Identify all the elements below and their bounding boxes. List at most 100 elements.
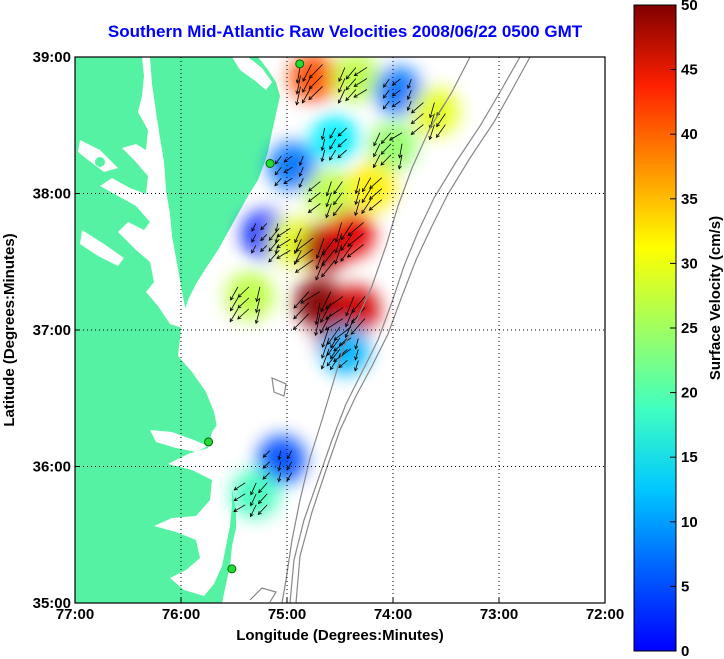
velocity-arrow [307, 203, 321, 214]
island [120, 314, 132, 326]
velocity-arrow [325, 307, 344, 320]
velocity-arrow [250, 493, 257, 507]
velocity-arrow [308, 181, 321, 192]
velocity-arrow [354, 349, 359, 361]
y-axis-label: Latitude (Degrees:Minutes) [1, 233, 18, 426]
velocity-arrow [428, 124, 435, 141]
velocity-arrow [298, 167, 304, 178]
velocity-arrow [389, 132, 403, 141]
velocity-arrow [257, 493, 268, 505]
velocity-arrow [354, 360, 359, 372]
velocity-arrow [293, 302, 310, 320]
velocity-arrow [383, 78, 390, 88]
velocity-arrow [298, 178, 304, 188]
y-axis-ticks: 39:00 38:00 37:00 36:00 35:00 [33, 49, 80, 612]
velocity-arrow [330, 349, 337, 360]
velocity-arrow [345, 78, 357, 91]
velocity-arrow [292, 313, 310, 331]
velocity-arrow [283, 166, 293, 174]
velocity-arrow [334, 222, 342, 243]
y-tick-label: 37:00 [33, 322, 71, 339]
pamlico-sound [154, 418, 232, 596]
velocity-arrow [345, 307, 355, 328]
bathymetry-contours [249, 57, 531, 603]
velocity-arrow [406, 89, 412, 101]
velocity-arrow [325, 192, 332, 208]
x-tick-label: 75:00 [268, 606, 306, 623]
velocity-vectors [229, 64, 446, 518]
velocity-arrow [321, 337, 330, 359]
velocity-arrow [397, 154, 403, 170]
velocity-arrow [406, 100, 412, 112]
x-axis-ticks: 77:00 76:00 75:00 74:00 73:00 72:00 [56, 598, 624, 623]
velocity-cell [310, 114, 359, 163]
velocity-arrow [345, 89, 357, 102]
velocity-arrow [380, 132, 392, 144]
velocity-arrow [329, 149, 337, 161]
map-grid [75, 57, 605, 603]
velocity-arrow [353, 78, 368, 87]
velocity-arrow [295, 86, 301, 106]
velocity-arrow [320, 291, 332, 313]
velocity-arrow [254, 308, 261, 325]
velocity-arrow [337, 127, 347, 137]
velocity-arrow [334, 244, 342, 265]
velocity-arrow [435, 124, 446, 139]
velocity-cell [331, 57, 380, 102]
velocity-arrow [277, 450, 282, 461]
velocity-arrow [320, 138, 326, 152]
velocity-arrow [361, 188, 372, 204]
velocity-arrow [262, 450, 270, 458]
velocity-arrow [346, 244, 364, 258]
velocity-arrow [294, 259, 314, 273]
velocity-arrow [283, 177, 293, 185]
velocity-cell [268, 142, 317, 191]
velocity-arrow [329, 127, 337, 139]
velocity-arrow [276, 238, 291, 248]
velocity-arrow [286, 450, 293, 460]
velocity-arrow [321, 259, 336, 278]
velocity-arrow [428, 102, 435, 119]
velocity-arrow [260, 245, 268, 252]
velocity-arrow [369, 177, 383, 190]
velocity-arrow [276, 249, 291, 259]
x-tick-label: 73:00 [480, 606, 518, 623]
velocity-arrow [302, 75, 312, 93]
velocity-arrow [268, 239, 280, 252]
velocity-arrow [345, 67, 357, 80]
velocity-arrow [338, 338, 348, 347]
velocity-arrow [315, 248, 325, 270]
velocity-arrow [315, 259, 325, 281]
velocity-arrow [407, 78, 412, 90]
velocity-arrow [295, 248, 314, 263]
velocity-arrow [333, 337, 352, 352]
velocity-arrow [362, 177, 372, 193]
velocity-arrow [380, 154, 392, 166]
velocity-arrow [300, 291, 321, 304]
velocity-arrow [327, 326, 341, 346]
radar-sites [204, 59, 305, 574]
velocity-arrow [229, 308, 239, 323]
velocity-arrow [237, 297, 250, 309]
velocity-arrow [380, 143, 392, 155]
radar-site-marker [295, 59, 305, 69]
velocity-arrow [329, 360, 337, 371]
velocity-arrow [350, 318, 366, 335]
velocity-arrow [274, 177, 282, 187]
x-tick-label: 76:00 [162, 606, 200, 623]
velocity-arrow [237, 286, 250, 298]
radar-site-marker [265, 158, 275, 168]
velocity-arrow [345, 296, 355, 317]
velocity-arrow [274, 166, 282, 176]
velocity-arrow [233, 504, 246, 512]
x-tick-label: 74:00 [374, 606, 412, 623]
chesapeake-bay [100, 57, 188, 328]
albemarle-sound [150, 430, 208, 452]
x-tick-label: 72:00 [586, 606, 624, 623]
velocity-cell [326, 210, 375, 259]
velocity-arrow [298, 156, 304, 167]
plot-title: Southern Mid-Atlantic Raw Velocities 200… [107, 22, 583, 41]
velocity-arrow [368, 188, 383, 200]
chesapeake-arm [78, 140, 118, 172]
velocity-arrow [295, 237, 314, 252]
